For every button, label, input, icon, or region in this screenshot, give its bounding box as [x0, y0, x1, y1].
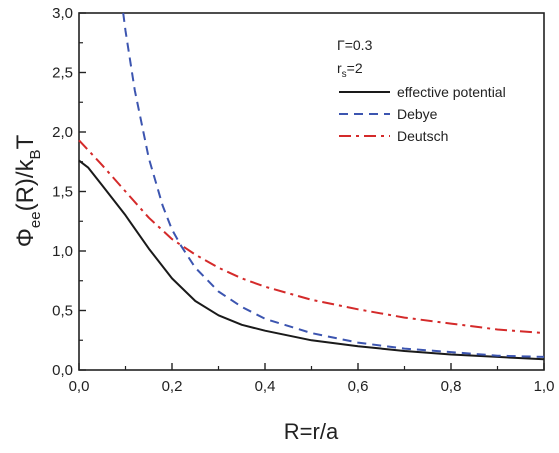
param-rs-base: r	[337, 60, 342, 76]
x-tick-label: 1,0	[534, 378, 555, 395]
series-line-0	[78, 159, 545, 361]
y-tick-label: 2,0	[52, 124, 73, 141]
legend-label-1: Debye	[397, 106, 438, 122]
plot-frame	[78, 12, 545, 371]
legend-items: effective potential Debye Deutsch	[339, 84, 506, 144]
x-axis-title: R=r/a	[284, 419, 339, 444]
svg-text:Φee(R)/kBT: Φee(R)/kBT	[12, 134, 44, 247]
series-line-1	[122, 12, 545, 358]
y-axis-title: Φee(R)/kBT	[12, 134, 44, 247]
series-line-2	[78, 139, 545, 335]
y-axis-title-tail: T	[12, 134, 39, 149]
legend: Γ=0.3 rs=2 effective potential Debye Deuts…	[337, 37, 506, 144]
param-rs-tail: =2	[347, 60, 363, 76]
legend-label-0: effective potential	[397, 84, 506, 100]
x-tick-label: 0,6	[348, 378, 369, 395]
param-rs-sub: s	[342, 69, 347, 80]
x-tick-label: 0,4	[255, 378, 276, 395]
axis-ticks: 0,0 0,2 0,4 0,6 0,8 1,0 0,0 0,5 1,0 1,5 2,0 2,5 3,0	[52, 5, 554, 395]
x-tick-label: 0,8	[441, 378, 462, 395]
y-tick-label: 0,5	[52, 303, 73, 320]
y-axis-title-middle: (R)/k	[12, 158, 39, 211]
y-tick-label: 0,0	[52, 362, 73, 379]
y-axis-title-subscript: ee	[27, 211, 44, 228]
y-tick-label: 2,5	[52, 65, 73, 82]
y-axis-title-symbol: Φ	[12, 228, 39, 247]
x-tick-label: 0,2	[162, 378, 183, 395]
y-tick-label: 1,5	[52, 184, 73, 201]
y-axis-title-subscript2: B	[27, 149, 44, 159]
x-tick-label: 0,0	[69, 378, 90, 395]
legend-label-2: Deutsch	[397, 128, 448, 144]
param-gamma: Γ=0.3	[337, 37, 373, 53]
y-tick-label: 3,0	[52, 5, 73, 22]
series-layer	[78, 12, 545, 361]
y-tick-label: 1,0	[52, 243, 73, 260]
param-rs: rs=2	[337, 60, 363, 80]
